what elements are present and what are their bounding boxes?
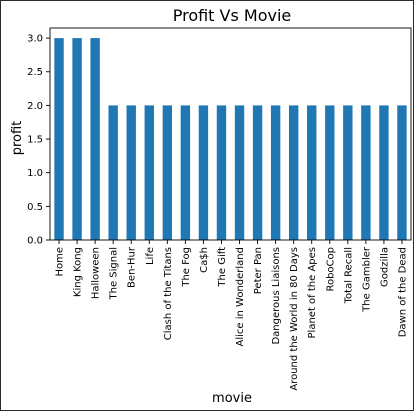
x-tick-label: Planet of the Apes [307,247,318,338]
x-tick-label: The Fog [181,247,192,288]
x-tick-label: Ben-Hur [127,246,138,288]
x-tick-label: Dangerous Liaisons [271,247,282,345]
bar [397,105,407,241]
bar [180,105,191,241]
bar [54,38,64,240]
bar [361,105,371,241]
bar [162,105,173,241]
x-tick-label: Alice in Wonderland [235,247,246,346]
x-tick-label: King Kong [73,247,84,297]
bar [252,105,263,241]
bar [307,105,317,241]
x-tick-label: Ca$h [199,247,210,273]
x-tick-label: Godzilla [379,247,390,287]
x-tick-label: RoboCop [325,247,336,292]
bar [72,38,82,240]
bar [379,105,389,241]
x-tick-label: The Gambler [361,246,372,313]
x-tick-label: Dawn of the Dead [397,247,408,337]
x-tick-label: The Gift [217,247,228,288]
y-tick-label: 2.0 [27,101,43,112]
x-tick-label: Around the World in 80 Days [289,247,300,391]
y-tick-label: 0.5 [27,202,43,213]
bar [144,105,154,241]
y-tick-label: 1.5 [27,135,43,146]
bar [234,105,245,241]
chart-title: Profit Vs Movie [173,6,292,25]
bar [325,105,335,241]
x-axis-title: movie [212,391,252,406]
x-tick-label: Home [55,247,66,277]
plot-area: 0.0 0.5 1.0 1.5 2.0 2.5 3.0 Home King Kong Hallow… [27,27,412,391]
x-tick-label: Halloween [91,247,102,299]
bar [270,105,281,241]
x-tick-label: Peter Pan [253,247,264,294]
y-tick-label: 2.5 [27,67,43,78]
bar [90,38,100,240]
bar [288,105,299,241]
x-tick-label: The Signal [109,247,120,301]
bar [216,105,227,241]
bar [126,105,136,241]
x-tick-label: Clash of the Titans [163,247,174,340]
y-axis-title: profit [10,121,25,156]
bar [343,105,353,241]
bar [198,105,209,241]
y-tick-label: 0.0 [27,236,43,247]
x-tick-label: Life [145,247,156,265]
bar [108,105,118,241]
y-tick-label: 1.0 [27,168,43,179]
x-tick-label: Total Recall [343,247,354,304]
y-tick-label: 3.0 [27,34,43,45]
plot-frame [49,27,412,241]
